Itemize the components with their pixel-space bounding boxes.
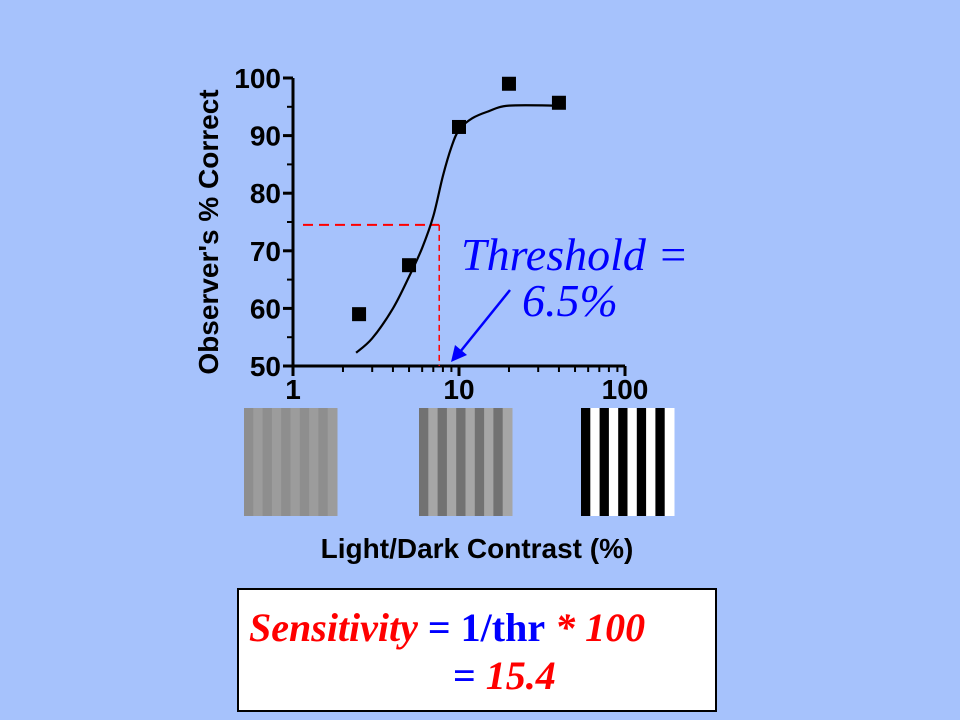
- formula-line-2: = 15.4: [453, 652, 556, 699]
- grating-stripe: [271, 408, 282, 516]
- formula-equals-reciprocal: = 1/: [427, 605, 492, 650]
- grating-stripe: [281, 408, 291, 516]
- threshold-label-line2: 6.5%: [522, 275, 618, 326]
- sensitivity-term: Sensitivity: [249, 605, 418, 650]
- grating-stripe: [636, 408, 647, 516]
- data-point-marker: [551, 95, 566, 110]
- grating-medium-contrast: [419, 408, 513, 516]
- fit-curve: [355, 104, 559, 354]
- grating-stripe: [608, 408, 619, 516]
- grating-stripe: [299, 408, 310, 516]
- grating-stripe: [599, 408, 610, 516]
- x-axis-title: Light/Dark Contrast (%): [321, 533, 634, 564]
- formula-equals: =: [453, 653, 486, 698]
- data-point-marker: [352, 307, 367, 322]
- grating-stripe: [428, 408, 439, 516]
- grating-low-contrast: [244, 408, 338, 516]
- grating-stripe: [493, 408, 504, 516]
- grating-stripe: [456, 408, 466, 516]
- grating-stripe: [465, 408, 476, 516]
- grating-examples: [244, 408, 675, 516]
- x-tick-label: 1: [285, 374, 301, 405]
- grating-stripe: [664, 408, 675, 516]
- x-tick-label: 100: [602, 374, 649, 405]
- data-point-marker: [501, 76, 516, 91]
- threshold-label-line1: Threshold =: [461, 229, 688, 280]
- formula-thr: thr: [491, 605, 546, 650]
- formula-line-1: Sensitivity = 1/thr * 100: [249, 604, 645, 651]
- formula-multiplier: * 100: [545, 605, 646, 650]
- data-points: [352, 76, 566, 322]
- grating-stripe: [437, 408, 448, 516]
- grating-stripe: [244, 408, 254, 516]
- grating-stripe: [309, 408, 319, 516]
- grating-stripe: [474, 408, 485, 516]
- grating-stripe: [484, 408, 494, 516]
- grating-stripe: [262, 408, 273, 516]
- y-tick-label: 60: [250, 293, 281, 324]
- grating-stripe: [581, 408, 591, 516]
- grating-stripe: [618, 408, 628, 516]
- y-tick-label: 50: [250, 351, 281, 382]
- grating-stripe: [318, 408, 329, 516]
- grating-stripe: [327, 408, 338, 516]
- x-ticks: 1 10 100: [285, 366, 648, 405]
- threshold-arrow: [451, 289, 511, 362]
- grating-stripe: [253, 408, 264, 516]
- y-ticks: 50 60 70 80 90 100: [234, 63, 293, 382]
- grating-stripe: [646, 408, 656, 516]
- grating-stripe: [655, 408, 666, 516]
- grating-stripe: [590, 408, 601, 516]
- grating-stripe: [446, 408, 457, 516]
- data-point-marker: [402, 258, 417, 273]
- grating-stripe: [290, 408, 301, 516]
- y-tick-label: 80: [250, 178, 281, 209]
- threshold-guide-lines: [303, 223, 440, 366]
- x-tick-label: 10: [443, 374, 474, 405]
- y-tick-label: 70: [250, 236, 281, 267]
- y-tick-label: 100: [234, 63, 281, 94]
- grating-stripe: [627, 408, 638, 516]
- y-tick-label: 90: [250, 121, 281, 152]
- grating-stripe: [502, 408, 513, 516]
- grating-high-contrast: [581, 408, 675, 516]
- sensitivity-formula-box: Sensitivity = 1/thr * 100 = 15.4: [237, 588, 717, 712]
- data-point-marker: [452, 119, 466, 134]
- sensitivity-value: 15.4: [485, 653, 556, 698]
- grating-stripe: [419, 408, 429, 516]
- y-axis-title: Observer's % Correct: [193, 89, 224, 374]
